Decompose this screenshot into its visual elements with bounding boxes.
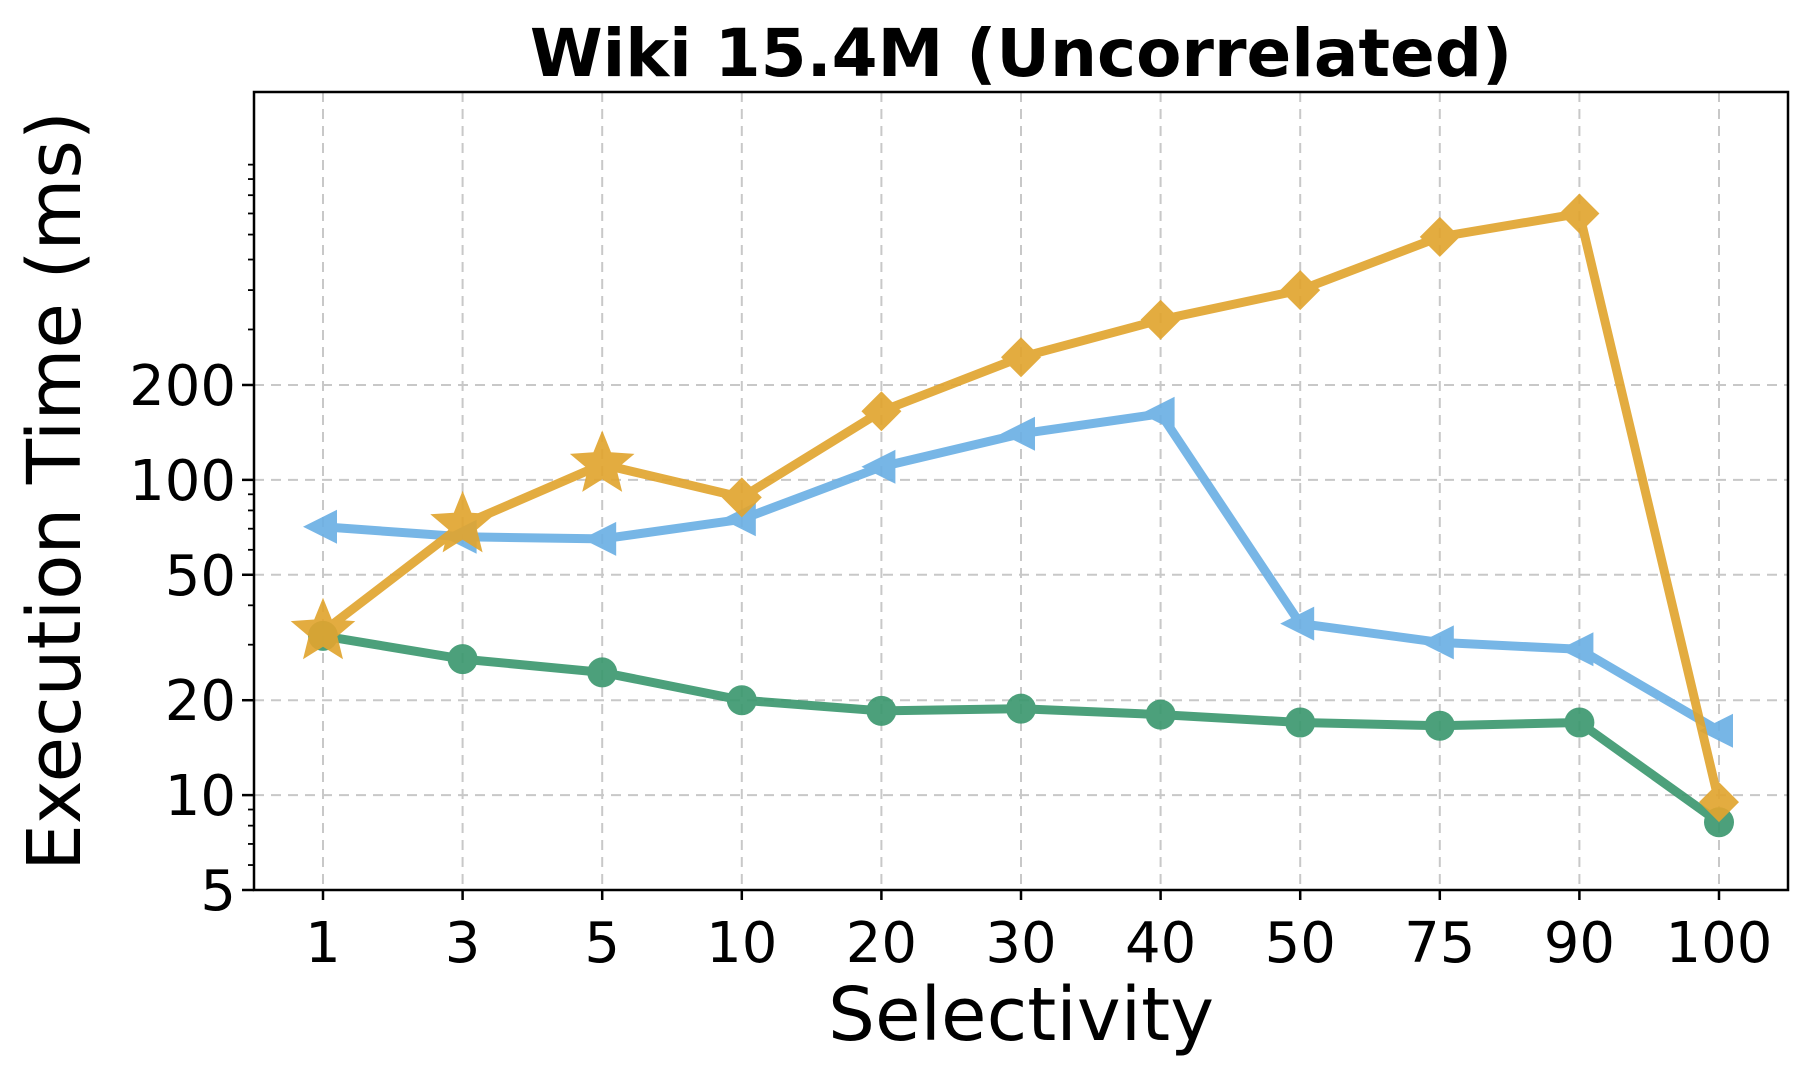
- orange-diamond-star-marker: [430, 490, 495, 553]
- x-tick-label: 30: [985, 911, 1056, 976]
- orange-diamond-marker: [1559, 193, 1600, 234]
- green-circle-marker: [447, 644, 478, 675]
- orange-diamond-marker: [1419, 216, 1460, 257]
- x-tick-label: 10: [706, 911, 777, 976]
- x-tick-label: 20: [846, 911, 917, 976]
- green-circle-marker: [1145, 699, 1176, 730]
- x-tick-label: 100: [1666, 911, 1773, 976]
- orange-diamond-star-marker: [290, 597, 356, 660]
- green-circle-marker: [1285, 707, 1316, 738]
- series-blue-triangle: [303, 396, 1733, 748]
- x-tick-label: 40: [1125, 911, 1196, 976]
- series-green-circle: [308, 620, 1734, 838]
- x-axis-label: Selectivity: [828, 972, 1214, 1058]
- green-circle-marker: [866, 695, 897, 726]
- blue-triangle-marker: [1419, 625, 1454, 660]
- x-tick-label: 1: [305, 911, 341, 976]
- x-tick-label: 75: [1404, 911, 1475, 976]
- y-tick-label: 100: [129, 449, 236, 514]
- orange-diamond-marker: [1699, 782, 1739, 823]
- x-tick-label: 90: [1544, 911, 1615, 976]
- orange-diamond-marker: [1140, 299, 1181, 340]
- y-axis-label: Execution Time (ms): [12, 111, 98, 871]
- x-tick-label: 5: [584, 911, 620, 976]
- x-tick-label: 3: [445, 911, 481, 976]
- green-circle-marker: [1564, 707, 1595, 738]
- blue-triangle-marker: [861, 449, 896, 484]
- blue-triangle-marker: [1140, 396, 1175, 431]
- y-tick-label: 5: [200, 859, 236, 924]
- green-circle-marker: [587, 657, 618, 688]
- chart-title: Wiki 15.4M (Uncorrelated): [530, 15, 1512, 92]
- green-circle-marker: [1424, 710, 1455, 741]
- orange-diamond-marker: [1280, 270, 1321, 311]
- green-circle-marker: [1704, 807, 1734, 838]
- blue-triangle-marker: [1559, 632, 1594, 667]
- blue-triangle-marker: [1280, 606, 1315, 641]
- blue-triangle-marker: [1001, 416, 1035, 451]
- y-tick-label: 200: [129, 354, 236, 419]
- orange-diamond-marker: [861, 391, 902, 432]
- orange-diamond-marker: [721, 477, 762, 518]
- x-tick-label: 50: [1265, 911, 1336, 976]
- series-layer: [290, 193, 1739, 838]
- blue-triangle-marker: [1699, 713, 1733, 748]
- y-tick-label: 20: [165, 669, 236, 734]
- green-circle-marker: [1006, 693, 1036, 724]
- grid: [254, 92, 1788, 891]
- series-orange-diamond: [290, 193, 1739, 823]
- y-tick-label: 50: [165, 544, 236, 609]
- orange-diamond-marker: [1001, 337, 1041, 378]
- green-circle-marker: [726, 685, 757, 716]
- blue-triangle-marker: [303, 509, 337, 544]
- y-tick-label: 10: [165, 764, 236, 829]
- orange-diamond-star-marker: [569, 430, 635, 492]
- blue-triangle-marker: [582, 521, 617, 556]
- axes: 1 3 5 10 20 30 40 50 75 90 100 5 10 20 50 100 200: [129, 163, 1773, 976]
